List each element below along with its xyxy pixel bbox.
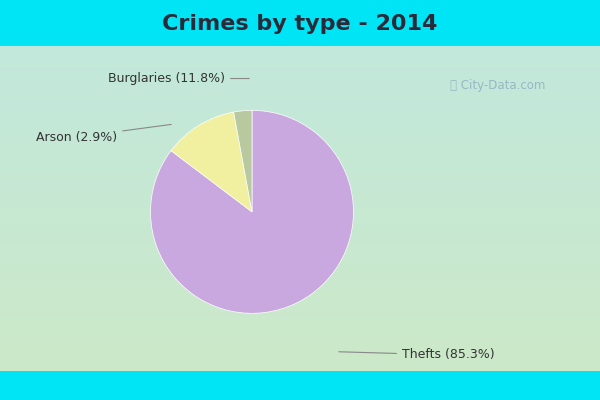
Wedge shape [151,110,353,313]
Wedge shape [233,110,252,212]
Text: ⓘ City-Data.com: ⓘ City-Data.com [451,78,545,92]
Text: Thefts (85.3%): Thefts (85.3%) [339,348,494,362]
Wedge shape [171,112,252,212]
Text: Crimes by type - 2014: Crimes by type - 2014 [163,14,437,34]
Text: Arson (2.9%): Arson (2.9%) [36,124,171,144]
Text: Burglaries (11.8%): Burglaries (11.8%) [108,72,249,85]
